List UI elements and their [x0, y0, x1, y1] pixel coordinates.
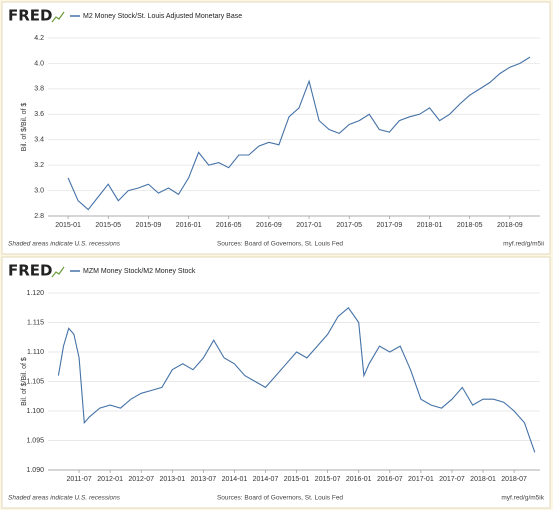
y-tick-label: 1.090 — [26, 467, 44, 474]
footer-source: Sources: Board of Governors, St. Louis F… — [217, 241, 343, 248]
y-axis-label: Bil. of $/Bil. of $ — [21, 103, 28, 152]
y-tick-label: 1.115 — [27, 319, 44, 326]
chart-panel: FRED M2 Money Stock/St. Louis Adjusted Mo… — [1, 1, 551, 255]
x-tick-label: 2012-07 — [128, 476, 154, 483]
y-tick-label: 1.100 — [26, 408, 44, 415]
y-tick-label: 3.6 — [34, 111, 44, 118]
footer-note: Shaded areas indicate U.S. recessions — [8, 241, 121, 248]
logo-icon — [51, 11, 65, 23]
x-tick-label: 2018-07 — [501, 476, 527, 483]
panel-background — [1, 256, 551, 509]
chart-panel: FRED MZM Money Stock/M2 Money Stock 1.090 1… — [1, 256, 551, 509]
x-tick-label: 2018-01 — [417, 222, 443, 229]
y-tick-label: 1.105 — [26, 378, 44, 385]
series-line — [67, 56, 531, 211]
x-tick-label: 2013-07 — [191, 476, 217, 483]
y-tick-label: 2.8 — [34, 213, 44, 220]
legend-label: MZM Money Stock/M2 Money Stock — [83, 268, 196, 275]
x-tick-label: 2017-07 — [439, 476, 465, 483]
x-tick-label: 2011-07 — [66, 476, 91, 483]
x-tick-label: 2014-07 — [253, 476, 279, 483]
brand-logo: FRED — [8, 7, 53, 25]
x-tick-label: 2015-09 — [136, 222, 162, 229]
y-tick-label: 4.0 — [34, 60, 44, 67]
brand-logo: FRED — [8, 262, 53, 280]
logo-icon — [51, 266, 65, 278]
y-tick-label: 1.110 — [27, 349, 44, 356]
y-tick-label: 3.2 — [34, 162, 44, 169]
x-tick-label: 2015-07 — [315, 476, 341, 483]
y-tick-label: 1.120 — [26, 290, 44, 297]
x-tick-label: 2018-01 — [470, 476, 496, 483]
footer-link: myf.red/g/m5ii — [503, 241, 544, 248]
x-tick-label: 2016-07 — [377, 476, 403, 483]
x-tick-label: 2016-01 — [176, 222, 202, 229]
x-tick-label: 2016-05 — [216, 222, 242, 229]
x-tick-label: 2018-05 — [457, 222, 483, 229]
x-tick-label: 2015-05 — [95, 222, 121, 229]
x-tick-label: 2017-09 — [377, 222, 403, 229]
y-tick-label: 3.8 — [34, 86, 44, 93]
x-tick-label: 2017-01 — [296, 222, 322, 229]
x-tick-label: 2012-01 — [97, 476, 123, 483]
series-line — [57, 306, 536, 453]
x-tick-label: 2018-09 — [497, 222, 523, 229]
x-tick-label: 2015-01 — [55, 222, 81, 229]
x-tick-label: 2017-05 — [336, 222, 362, 229]
y-tick-label: 4.2 — [34, 35, 44, 42]
y-tick-label: 3.0 — [34, 187, 44, 194]
footer-link: myf.red/g/m5ik — [501, 495, 544, 502]
y-axis-label: Bil. of $/Bil. of $ — [21, 357, 28, 406]
panel-background — [1, 1, 551, 255]
footer-note: Shaded areas indicate U.S. recessions — [8, 495, 121, 502]
y-tick-label: 1.095 — [26, 437, 44, 444]
x-tick-label: 2016-01 — [346, 476, 372, 483]
x-tick-label: 2016-09 — [256, 222, 282, 229]
x-tick-label: 2013-01 — [159, 476, 185, 483]
x-tick-label: 2017-01 — [408, 476, 434, 483]
legend-label: M2 Money Stock/St. Louis Adjusted Moneta… — [83, 13, 242, 20]
x-tick-label: 2014-01 — [222, 476, 248, 483]
y-tick-label: 3.4 — [34, 137, 44, 144]
x-tick-label: 2015-01 — [284, 476, 310, 483]
footer-source: Sources: Board of Governors, St. Louis F… — [217, 495, 343, 502]
